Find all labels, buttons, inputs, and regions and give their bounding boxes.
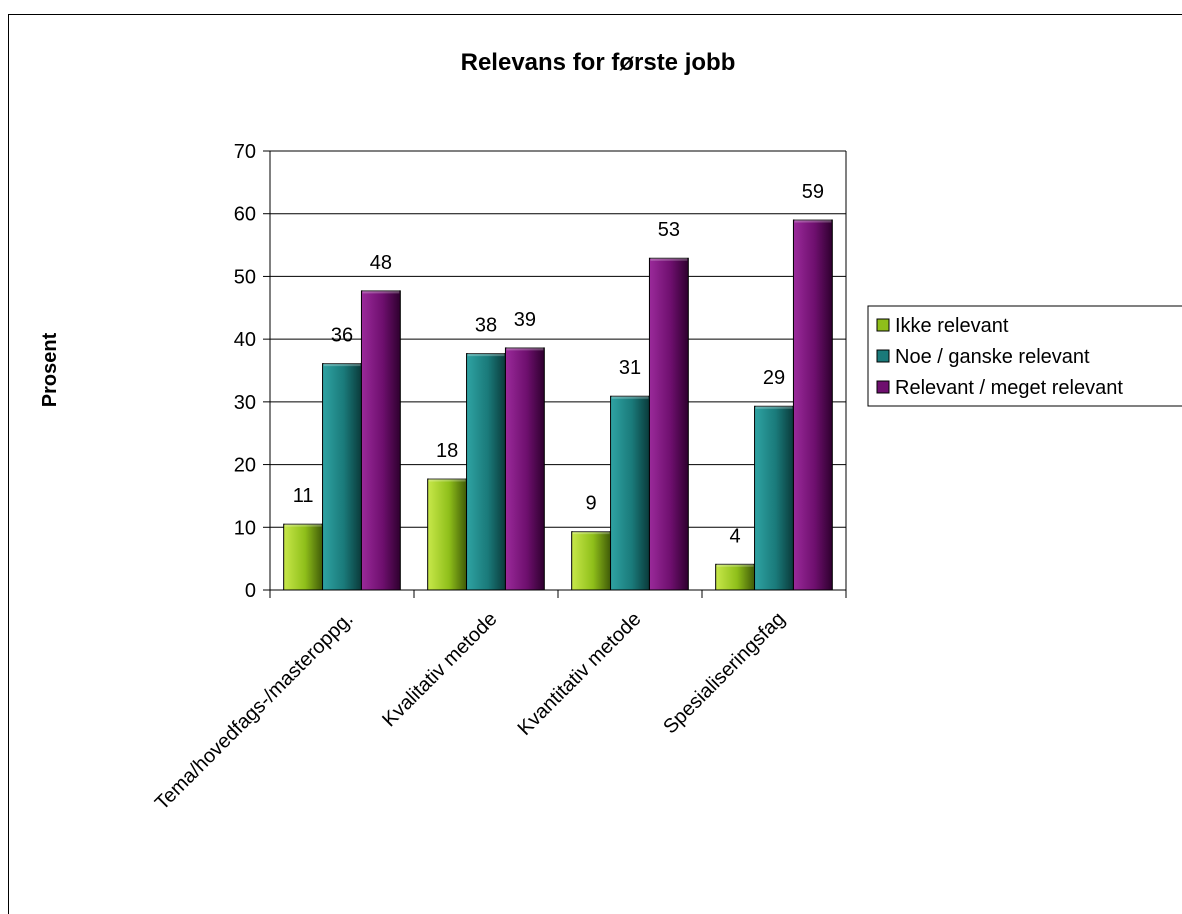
y-tick-label: 60 bbox=[234, 204, 256, 226]
chart-title: Relevans for første jobb bbox=[461, 49, 736, 76]
legend-label: Relevant / meget relevant bbox=[895, 377, 1123, 399]
y-tick-label: 40 bbox=[234, 329, 256, 351]
bar bbox=[610, 395, 650, 591]
bars bbox=[283, 219, 833, 591]
category-label: Kvantitativ metode bbox=[514, 608, 646, 740]
gridlines bbox=[270, 150, 847, 590]
bar bbox=[360, 290, 401, 591]
bar bbox=[427, 478, 468, 591]
y-axis-label: Prosent bbox=[39, 332, 61, 407]
category-label: Kvalitativ metode bbox=[378, 608, 501, 731]
y-tick-label: 70 bbox=[234, 141, 256, 163]
y-tick-label: 20 bbox=[234, 455, 256, 477]
y-tick-label: 50 bbox=[234, 266, 256, 288]
bar bbox=[648, 257, 689, 591]
category-label: Spesialiseringsfag bbox=[659, 608, 789, 738]
bar bbox=[715, 563, 756, 591]
data-label: 59 bbox=[802, 181, 824, 203]
y-tick-label: 0 bbox=[245, 580, 256, 602]
data-label: 11 bbox=[293, 485, 314, 507]
data-labels: 11 36 48 18 38 39 9 31 53 4 29 59 bbox=[293, 181, 824, 547]
y-tick-label: 10 bbox=[234, 517, 256, 539]
legend-swatch bbox=[876, 380, 890, 394]
data-label: 48 bbox=[370, 252, 392, 274]
data-label: 29 bbox=[763, 367, 785, 389]
data-label: 36 bbox=[331, 325, 353, 347]
data-label: 53 bbox=[658, 219, 680, 241]
chart-frame bbox=[8, 14, 1182, 914]
bar bbox=[571, 531, 612, 591]
bar bbox=[283, 523, 324, 591]
data-label: 4 bbox=[730, 525, 741, 547]
bar bbox=[504, 347, 545, 591]
data-label: 38 bbox=[475, 315, 497, 337]
legend-box bbox=[867, 305, 1182, 407]
legend-swatch bbox=[876, 318, 890, 332]
data-label: 9 bbox=[586, 493, 597, 515]
data-label: 39 bbox=[514, 309, 536, 331]
bar bbox=[754, 405, 794, 591]
bar bbox=[322, 363, 362, 591]
data-label: 18 bbox=[436, 440, 458, 462]
bar bbox=[792, 219, 833, 591]
y-tick-label: 30 bbox=[234, 392, 256, 414]
data-label: 31 bbox=[619, 357, 641, 379]
legend-swatch bbox=[876, 349, 890, 363]
legend-label: Noe / ganske relevant bbox=[895, 346, 1090, 368]
bar bbox=[466, 353, 506, 591]
legend-label: Ikke relevant bbox=[895, 315, 1009, 337]
category-label: Tema/hovedfags-/masteroppg. bbox=[151, 608, 358, 815]
legend: Ikke relevant Noe / ganske relevant Releva… bbox=[867, 305, 1182, 407]
